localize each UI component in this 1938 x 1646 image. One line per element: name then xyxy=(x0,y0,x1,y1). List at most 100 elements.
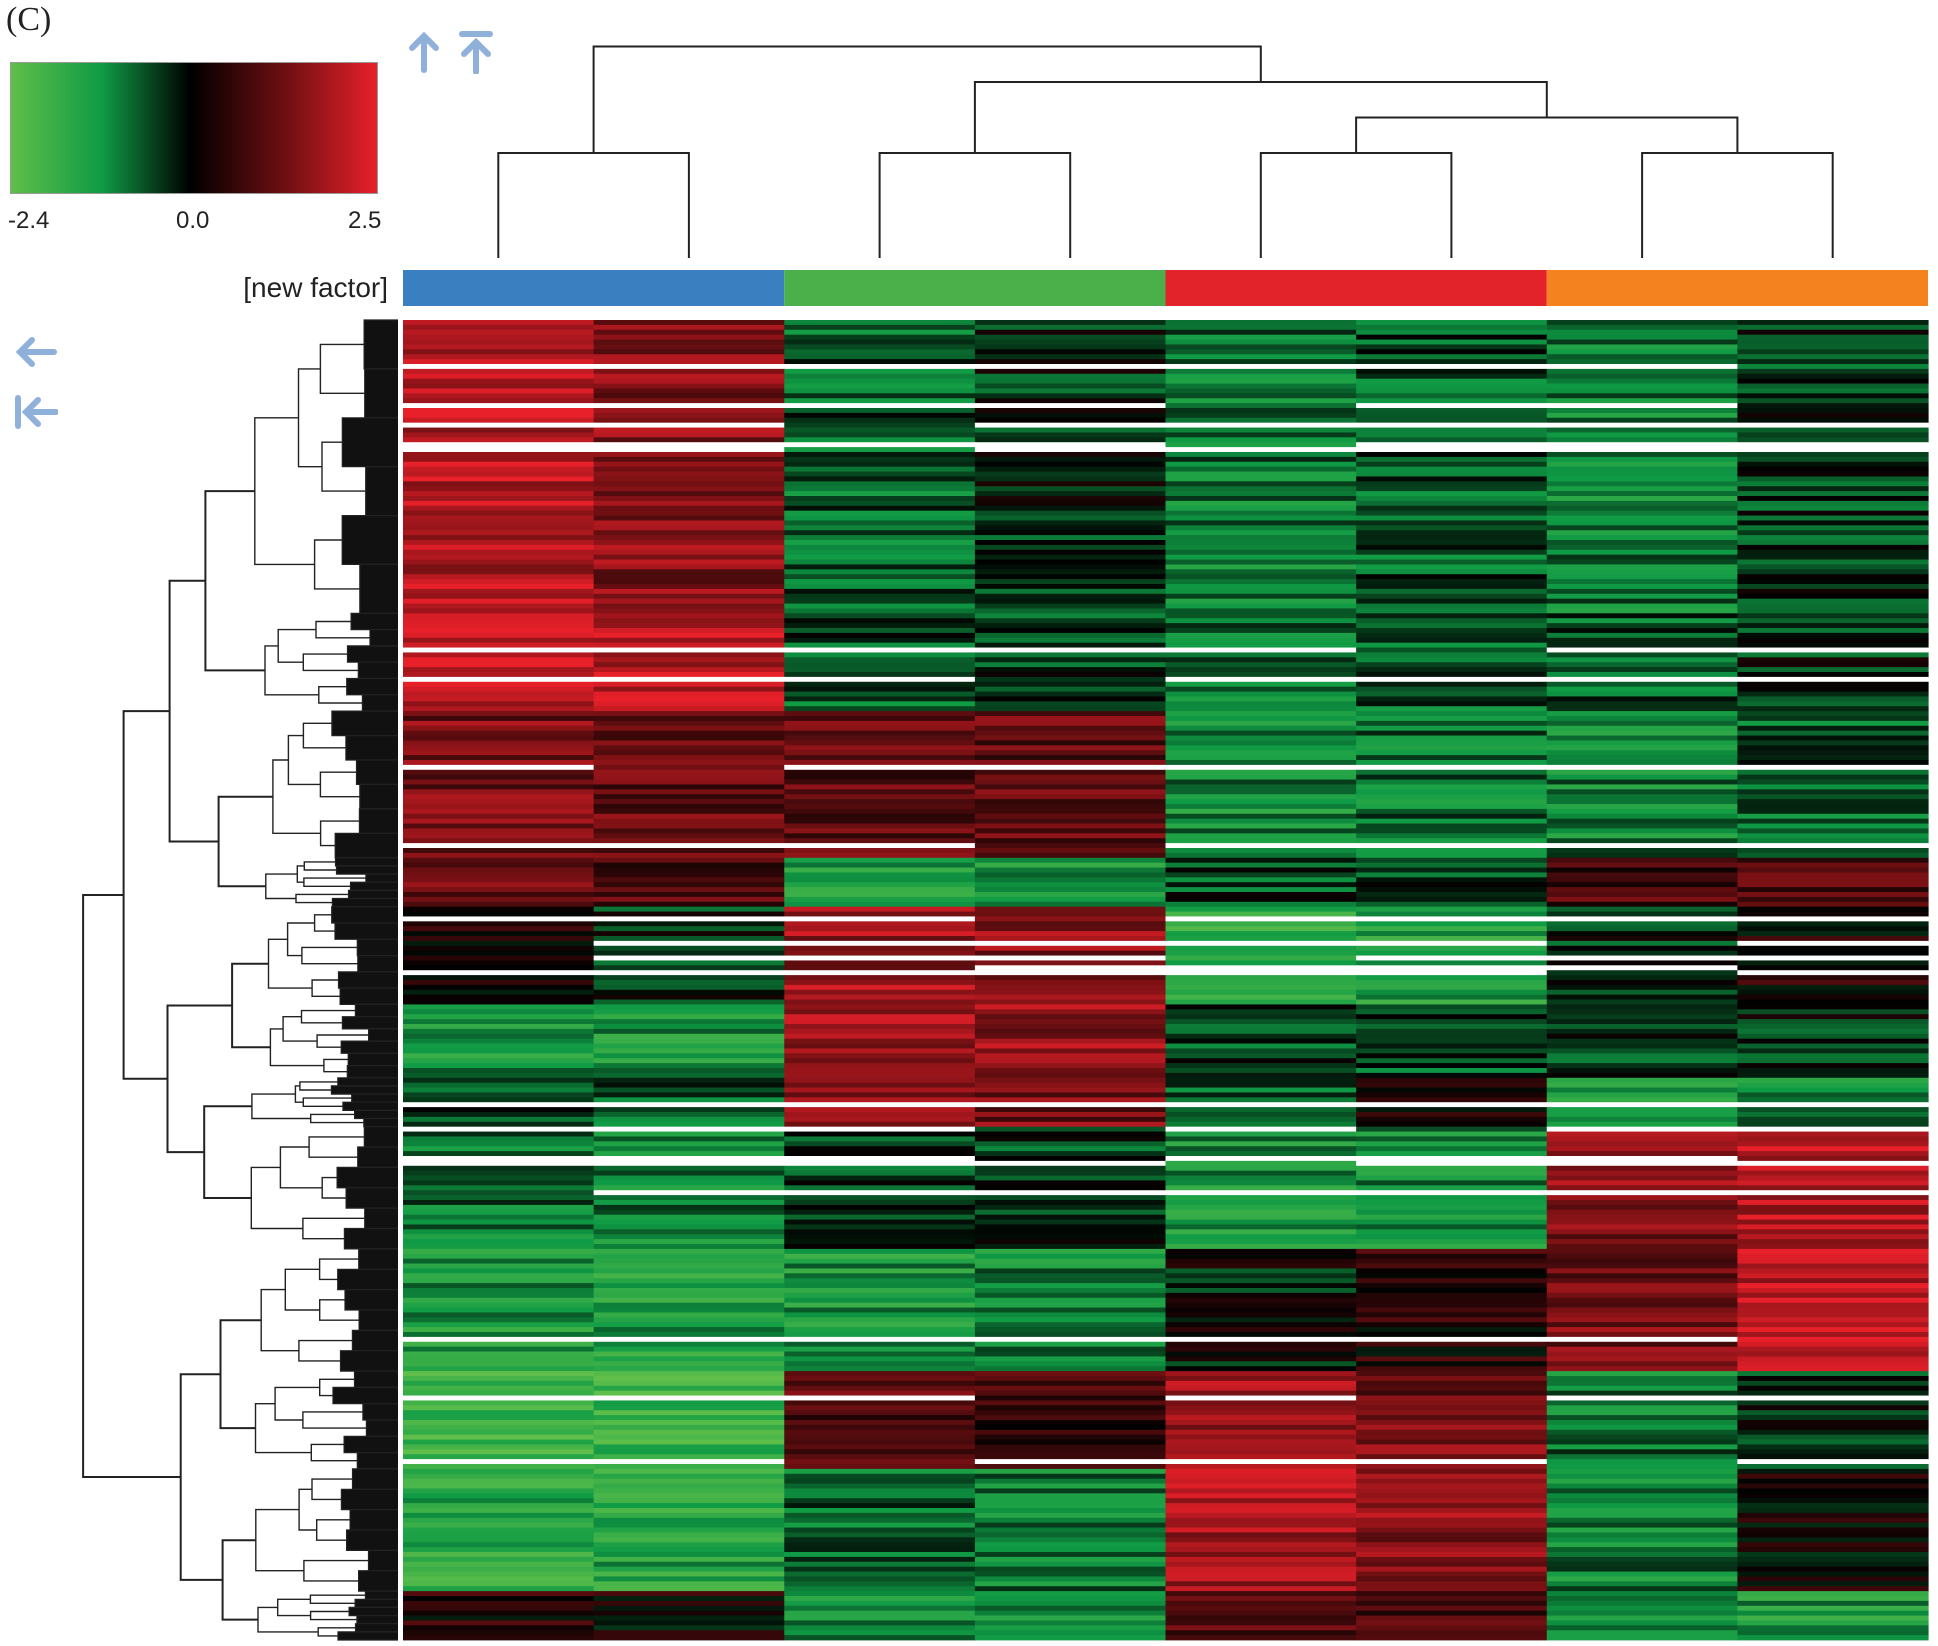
heatmap-cell xyxy=(403,1508,595,1514)
heatmap-cell xyxy=(1737,647,1929,653)
arrow-up-icon[interactable] xyxy=(402,30,446,74)
heatmap-cell xyxy=(1165,1302,1357,1308)
heatmap-cell xyxy=(593,1234,785,1240)
heatmap-cell xyxy=(593,1024,785,1030)
heatmap-cell xyxy=(593,1121,785,1128)
heatmap-cell xyxy=(593,1239,785,1245)
heatmap-cell xyxy=(1546,1586,1738,1592)
heatmap-cell xyxy=(593,828,785,834)
heatmap-cell xyxy=(403,540,595,546)
heatmap-cell xyxy=(1356,1341,1548,1348)
heatmap-cell xyxy=(1356,1028,1548,1035)
heatmap-cell xyxy=(1546,554,1738,560)
heatmap-cell xyxy=(1737,1512,1929,1519)
heatmap-cell xyxy=(784,1439,976,1445)
heatmap-cell xyxy=(593,1346,785,1352)
heatmap-cell xyxy=(593,320,785,326)
heatmap-cell xyxy=(1737,1209,1929,1216)
heatmap-cell xyxy=(784,1283,976,1289)
heatmap-cell xyxy=(1546,1190,1738,1196)
heatmap-cell xyxy=(1546,1478,1738,1484)
heatmap-cell xyxy=(1737,1483,1929,1489)
heatmap-cell xyxy=(784,989,976,996)
arrow-left-to-edge-icon[interactable] xyxy=(14,390,58,434)
row-dendrogram-link xyxy=(274,1386,320,1421)
heatmap-cell xyxy=(1546,559,1738,565)
heatmap-cell xyxy=(974,383,1167,389)
heatmap-cell xyxy=(1737,1542,1929,1548)
arrow-left-icon[interactable] xyxy=(14,330,58,374)
heatmap-cell xyxy=(1165,1473,1357,1480)
heatmap-cell xyxy=(974,476,1167,482)
heatmap-cell xyxy=(1546,584,1738,590)
heatmap-cell xyxy=(1737,755,1929,761)
heatmap-cell xyxy=(1546,760,1738,766)
heatmap-cell xyxy=(593,672,785,678)
heatmap-cell xyxy=(1165,672,1357,678)
heatmap-cell xyxy=(1165,1165,1357,1172)
heatmap-cell xyxy=(974,1092,1167,1098)
heatmap-cell xyxy=(784,515,976,521)
heatmap-cell xyxy=(593,1097,785,1103)
heatmap-cell xyxy=(403,706,595,712)
heatmap-cell xyxy=(1165,461,1357,468)
heatmap-cell xyxy=(593,1556,785,1563)
heatmap-cell xyxy=(1546,955,1738,961)
heatmap-cell xyxy=(1165,1508,1357,1514)
heatmap-cell xyxy=(1737,354,1929,360)
heatmap-cell xyxy=(1546,931,1738,937)
heatmap-cell xyxy=(1546,1493,1738,1499)
heatmap-cell xyxy=(593,1605,785,1612)
heatmap-cell xyxy=(1165,911,1357,917)
heatmap-cell xyxy=(784,1576,976,1582)
arrow-up-to-top-icon[interactable] xyxy=(454,30,498,74)
heatmap-cell xyxy=(784,564,976,570)
heatmap-cell xyxy=(1356,818,1548,824)
heatmap-cell xyxy=(1165,388,1357,394)
heatmap-cell xyxy=(974,1351,1167,1357)
heatmap-cell xyxy=(403,1053,595,1059)
heatmap-cell xyxy=(403,1341,595,1348)
heatmap-cell xyxy=(1165,608,1357,614)
heatmap-cell xyxy=(1737,1454,1929,1460)
heatmap-cell xyxy=(1165,1571,1357,1577)
row-dendrogram-link xyxy=(316,1519,351,1541)
heatmap-cell xyxy=(1165,1380,1357,1387)
heatmap-cell xyxy=(403,628,595,634)
heatmap-cell xyxy=(593,1596,785,1602)
heatmap-cell xyxy=(1356,1165,1548,1172)
heatmap-cell xyxy=(784,1224,976,1230)
heatmap-cell xyxy=(1356,1121,1548,1128)
heatmap-cell xyxy=(1165,1160,1357,1167)
heatmap-cell xyxy=(784,1024,976,1030)
heatmap-cell xyxy=(974,1097,1167,1103)
heatmap-cell xyxy=(974,1297,1167,1304)
heatmap-cell xyxy=(1737,1141,1929,1147)
heatmap-cell xyxy=(403,774,595,780)
heatmap-cell xyxy=(1546,926,1738,932)
heatmap-cell xyxy=(974,398,1167,404)
heatmap-cell xyxy=(1737,500,1929,507)
heatmap-cell xyxy=(593,1219,785,1225)
heatmap-cell xyxy=(784,1532,976,1538)
heatmap-cell xyxy=(1546,1581,1738,1587)
heatmap-cell xyxy=(784,1170,976,1176)
heatmap-cell xyxy=(974,916,1167,922)
heatmap-cell xyxy=(1356,1376,1548,1382)
heatmap-cell xyxy=(593,965,785,971)
heatmap-cell xyxy=(784,652,976,658)
heatmap-cell xyxy=(784,1112,976,1118)
heatmap-cell xyxy=(403,1253,595,1260)
heatmap-cell xyxy=(974,1478,1167,1484)
heatmap-cell xyxy=(1546,1038,1738,1044)
heatmap-cell xyxy=(1737,1190,1929,1196)
heatmap-cell xyxy=(974,950,1167,956)
heatmap-cell xyxy=(403,1571,595,1577)
heatmap-cell xyxy=(974,1033,1167,1040)
heatmap-cell xyxy=(403,916,595,922)
heatmap-cell xyxy=(784,882,976,888)
heatmap-cell xyxy=(593,334,785,340)
heatmap-cell xyxy=(784,1141,976,1147)
heatmap-cell xyxy=(593,549,785,556)
heatmap-cell xyxy=(1356,872,1548,878)
